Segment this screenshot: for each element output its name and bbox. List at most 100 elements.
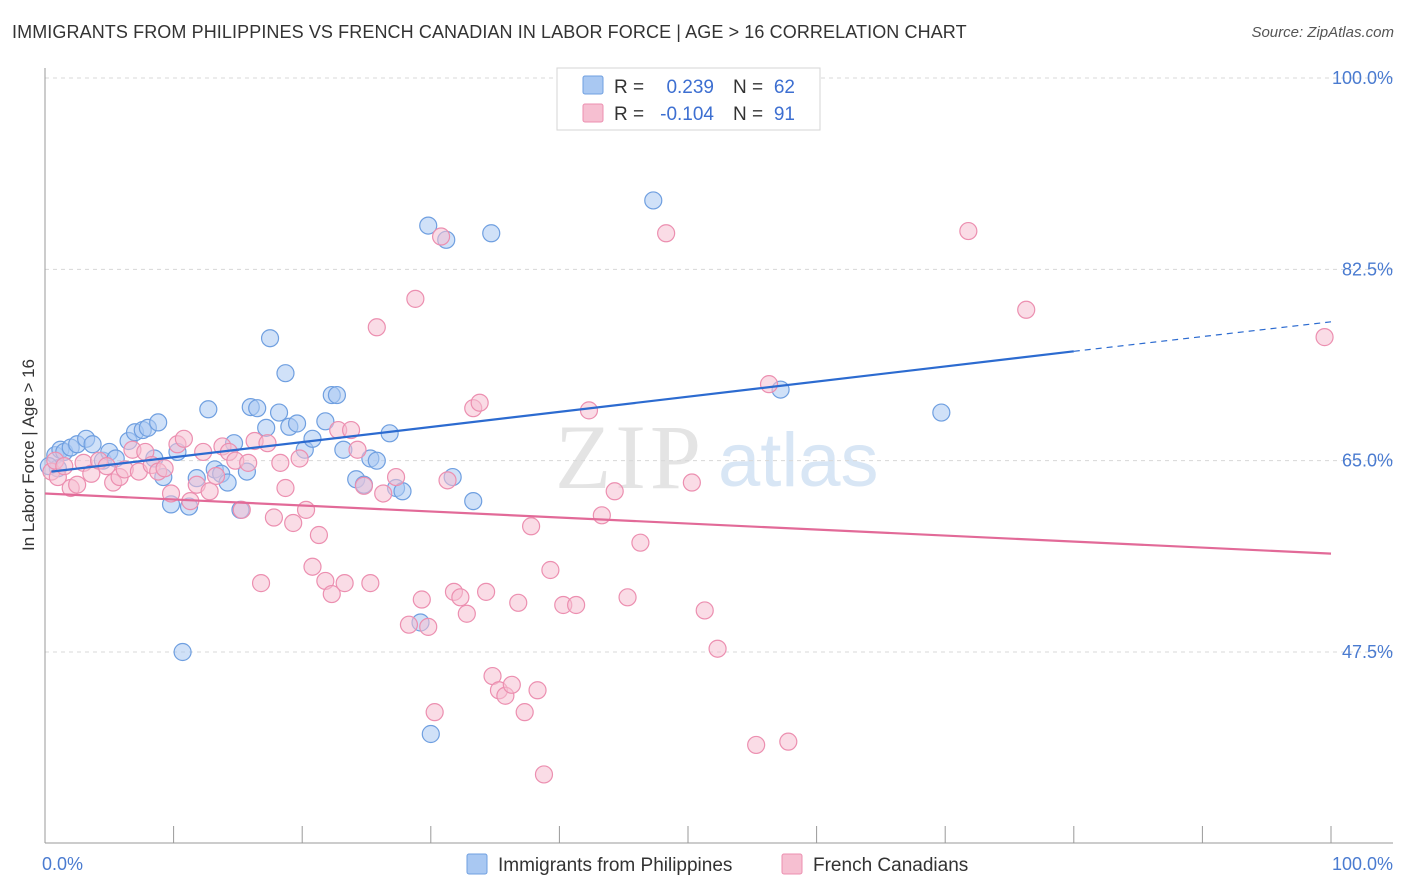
point-french-canadians	[303, 557, 322, 576]
point-french-canadians	[451, 588, 470, 607]
watermark: ZIP atlas	[555, 406, 879, 508]
legend-n-value-2: 91	[774, 104, 795, 125]
point-french-canadians	[567, 595, 586, 615]
point-french-canadians	[335, 574, 354, 593]
y-tick-label: 65.0%	[1342, 451, 1393, 471]
point-french-canadians	[374, 484, 393, 503]
point-french-canadians	[502, 675, 521, 694]
point-philippines	[276, 364, 295, 383]
y-tick-label: 47.5%	[1342, 642, 1393, 662]
legend-r-value-2: -0.104	[660, 104, 714, 125]
legend-n-value-1: 62	[774, 77, 795, 98]
point-french-canadians	[206, 466, 226, 486]
chart-title: IMMIGRANTS FROM PHILIPPINES VS FRENCH CA…	[12, 22, 967, 42]
point-french-canadians	[470, 393, 489, 412]
point-french-canadians	[55, 457, 74, 476]
trend-lines	[44, 321, 1332, 555]
point-french-canadians	[239, 453, 258, 472]
point-french-canadians	[425, 703, 444, 722]
legend-r-label-2: R =	[614, 104, 644, 125]
point-french-canadians	[1315, 328, 1334, 347]
y-tick-label: 82.5%	[1342, 259, 1393, 279]
stats-legend: R = 0.239 N = 62 R = -0.104 N = 91	[556, 67, 821, 131]
legend-n-label-1: N =	[733, 77, 763, 98]
point-french-canadians	[264, 508, 284, 527]
point-french-canadians	[618, 588, 637, 607]
legend-swatch-pink	[582, 103, 604, 123]
point-french-canadians	[399, 615, 419, 634]
point-french-canadians	[682, 473, 701, 492]
gridlines	[45, 77, 1393, 653]
point-french-canadians	[251, 574, 271, 593]
legend-r-label-1: R =	[614, 77, 644, 98]
point-french-canadians	[276, 478, 295, 498]
point-french-canadians	[322, 584, 341, 604]
y-tick-label: 100.0%	[1332, 68, 1393, 88]
point-french-canadians	[361, 574, 380, 593]
point-philippines	[260, 329, 280, 348]
point-french-canadians	[528, 681, 547, 700]
point-philippines	[421, 724, 440, 744]
point-french-canadians	[271, 453, 290, 472]
legend-swatch-blue	[582, 75, 604, 95]
point-french-canadians	[348, 440, 367, 459]
point-french-canadians	[284, 513, 303, 533]
y-tick-labels: 47.5% 65.0% 82.5% 100.0%	[1332, 68, 1393, 662]
point-french-canadians	[509, 593, 528, 612]
trend-line-philippines	[51, 350, 1074, 473]
point-french-canadians	[579, 401, 599, 420]
point-french-canadians	[1017, 300, 1036, 319]
series-legend-label-philippines: Immigrants from Philippines	[498, 855, 732, 876]
series-legend-label-french-canadians: French Canadians	[813, 855, 968, 876]
point-french-canadians	[419, 617, 438, 636]
point-french-canadians	[541, 560, 560, 580]
point-french-canadians	[592, 506, 611, 525]
point-french-canadians	[695, 601, 714, 620]
series-legend-swatch-philippines	[466, 853, 488, 875]
point-philippines	[482, 224, 501, 243]
source-note: Source: ZipAtlas.com	[1251, 24, 1394, 41]
point-french-canadians	[412, 590, 431, 609]
point-french-canadians	[354, 476, 374, 495]
point-french-canadians	[457, 604, 476, 623]
point-french-canadians	[200, 482, 219, 501]
x-tick-label-start: 0.0%	[42, 854, 83, 874]
point-philippines	[257, 418, 276, 437]
point-philippines	[303, 429, 322, 448]
point-philippines	[248, 399, 267, 418]
point-french-canadians	[515, 703, 534, 722]
point-french-canadians	[161, 484, 181, 503]
point-french-canadians	[534, 765, 554, 784]
point-french-canadians	[605, 482, 624, 501]
point-philippines	[149, 413, 168, 432]
point-philippines	[287, 414, 307, 433]
point-french-canadians	[759, 375, 779, 394]
point-french-canadians	[367, 318, 386, 337]
watermark-zip: ZIP	[555, 406, 705, 508]
point-philippines	[367, 451, 386, 470]
point-philippines	[269, 403, 289, 422]
point-philippines	[644, 191, 663, 210]
point-philippines	[173, 642, 192, 662]
point-french-canadians	[232, 500, 251, 519]
point-french-canadians	[708, 639, 727, 658]
point-french-canadians	[296, 500, 316, 519]
point-french-canadians	[386, 467, 406, 487]
x-tick-label-end: 100.0%	[1332, 854, 1393, 874]
point-french-canadians	[155, 459, 174, 478]
legend-r-value-1: 0.239	[666, 77, 714, 98]
point-philippines	[316, 412, 335, 431]
point-french-canadians	[522, 517, 541, 536]
legend-n-label-2: N =	[733, 104, 763, 125]
point-philippines	[464, 492, 483, 511]
series-legend: Immigrants from Philippines French Canad…	[466, 853, 968, 876]
axes	[44, 68, 1393, 844]
point-french-canadians	[68, 475, 87, 494]
point-philippines	[932, 403, 951, 422]
point-philippines	[83, 435, 102, 454]
point-philippines	[419, 216, 438, 235]
point-french-canadians	[438, 471, 457, 490]
point-french-canadians	[194, 442, 213, 462]
point-french-canadians	[406, 289, 425, 308]
